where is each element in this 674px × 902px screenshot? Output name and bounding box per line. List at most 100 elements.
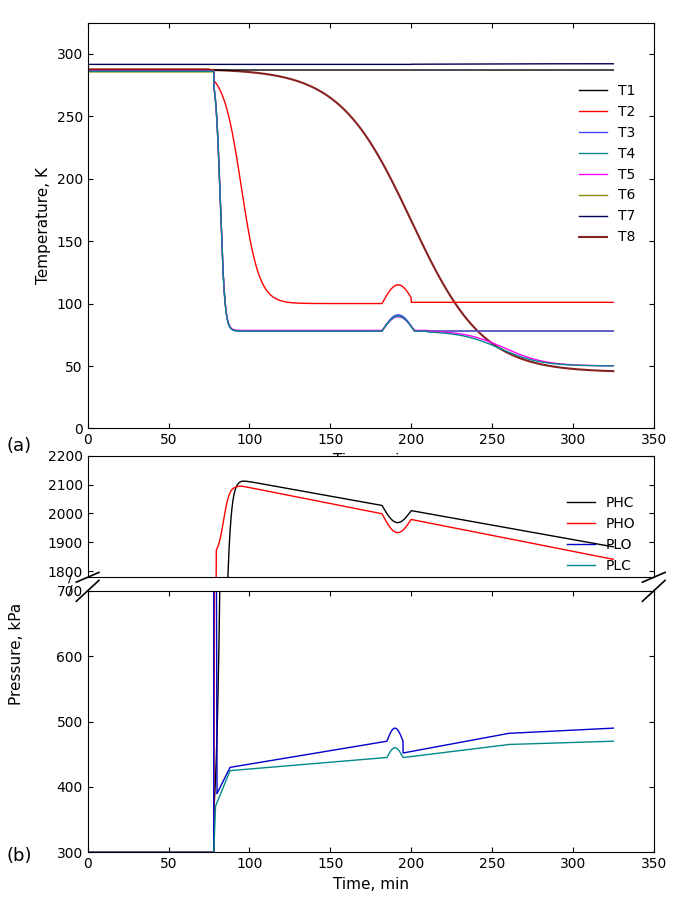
Line: PHO: PHO [88, 486, 613, 902]
Text: Pressure, kPa: Pressure, kPa [9, 603, 24, 705]
T8 [418, 237, 426, 248]
T1 [473, 65, 481, 76]
T4 [501, 345, 510, 356]
T1 [501, 65, 510, 76]
T1 [418, 65, 426, 76]
T4 [274, 326, 282, 336]
PHO [418, 516, 426, 527]
T4 [84, 66, 92, 77]
T3 [473, 326, 481, 336]
T4 [395, 310, 403, 321]
T6 [395, 310, 403, 321]
T2 [501, 297, 510, 308]
T2 [274, 294, 282, 305]
T6 [274, 326, 282, 336]
T4 [110, 66, 118, 77]
T6 [301, 326, 309, 336]
T5 [110, 66, 118, 77]
T7 [274, 59, 282, 69]
T8 [501, 346, 510, 357]
Line: T4: T4 [88, 71, 613, 366]
T3 [110, 66, 118, 77]
T7 [418, 59, 426, 69]
T1 [110, 65, 118, 76]
T5 [473, 332, 481, 343]
Line: T6: T6 [88, 72, 613, 331]
Line: T2: T2 [88, 70, 613, 304]
Line: PHC: PHC [88, 481, 613, 902]
T3 [609, 326, 617, 336]
T1 [395, 65, 403, 76]
X-axis label: Time, min: Time, min [333, 877, 408, 892]
T2 [84, 65, 92, 76]
T8 [274, 70, 282, 81]
T7 [395, 59, 403, 69]
T4 [609, 361, 617, 372]
T6 [84, 67, 92, 78]
T3 [418, 326, 426, 336]
T8 [609, 365, 617, 376]
Text: (a): (a) [7, 437, 32, 455]
Text: (b): (b) [7, 847, 32, 865]
PHC [274, 482, 282, 492]
T6 [110, 67, 118, 78]
Text: /: / [69, 571, 73, 584]
T1 [274, 65, 282, 76]
T3 [395, 309, 403, 320]
T7 [473, 59, 481, 69]
T7 [84, 59, 92, 69]
Line: T8: T8 [88, 69, 613, 371]
Text: /: / [69, 584, 73, 597]
T3 [501, 326, 510, 336]
T2 [378, 299, 386, 309]
Y-axis label: Temperature, K: Temperature, K [36, 167, 51, 284]
PHC [609, 541, 617, 552]
PHO [501, 532, 510, 543]
T8 [84, 64, 92, 75]
T2 [473, 297, 481, 308]
PHO [237, 481, 245, 492]
PHC [501, 522, 510, 533]
T4 [473, 335, 481, 345]
T1 [609, 65, 617, 76]
T5 [274, 325, 282, 336]
PHO [609, 554, 617, 565]
T8 [110, 64, 118, 75]
T2 [395, 280, 403, 290]
T1 [84, 65, 92, 76]
Line: T5: T5 [88, 71, 613, 366]
T6 [501, 326, 510, 336]
X-axis label: Time, min: Time, min [333, 453, 408, 468]
PHC [240, 475, 248, 486]
PHC [395, 517, 403, 528]
T3 [301, 326, 309, 336]
T7 [110, 59, 118, 69]
T3 [84, 66, 92, 77]
T5 [609, 361, 617, 372]
Legend: PHC, PHO, PLO, PLC: PHC, PHO, PLO, PLC [561, 491, 641, 578]
T5 [418, 325, 426, 336]
T8 [473, 326, 481, 336]
PHC [418, 507, 426, 518]
T3 [274, 326, 282, 336]
T5 [84, 66, 92, 77]
T7 [501, 59, 510, 69]
T2 [609, 297, 617, 308]
PHO [395, 527, 403, 538]
T6 [609, 326, 617, 336]
T7 [609, 59, 617, 69]
PLO [210, 577, 218, 588]
Line: PLO: PLO [88, 583, 613, 902]
PHC [473, 517, 481, 528]
PHO [274, 488, 282, 499]
PHO [473, 527, 481, 538]
T5 [395, 311, 403, 322]
T2 [418, 297, 426, 308]
T8 [395, 189, 403, 200]
Legend: T1, T2, T3, T4, T5, T6, T7, T8: T1, T2, T3, T4, T5, T6, T7, T8 [574, 78, 641, 250]
T2 [110, 65, 118, 76]
T5 [501, 343, 510, 354]
T6 [418, 326, 426, 336]
T4 [418, 326, 426, 336]
T6 [473, 326, 481, 336]
